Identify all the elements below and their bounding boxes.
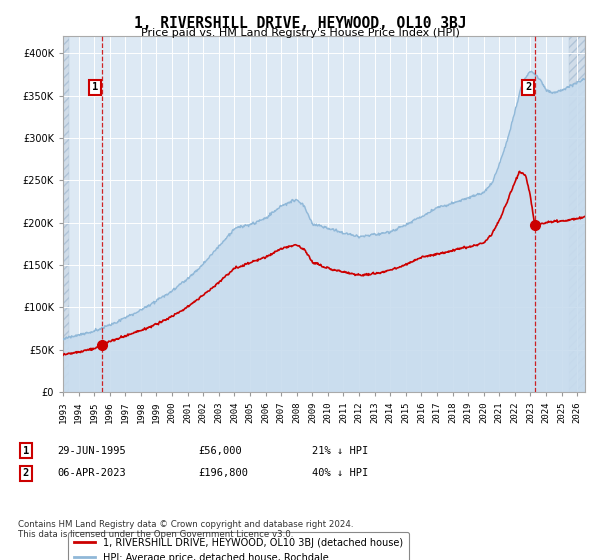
- Polygon shape: [569, 36, 585, 392]
- Text: Price paid vs. HM Land Registry's House Price Index (HPI): Price paid vs. HM Land Registry's House …: [140, 28, 460, 38]
- Text: 1: 1: [23, 446, 29, 456]
- Text: 2: 2: [23, 468, 29, 478]
- Text: 1: 1: [92, 82, 98, 92]
- Text: 21% ↓ HPI: 21% ↓ HPI: [312, 446, 368, 456]
- Text: 06-APR-2023: 06-APR-2023: [57, 468, 126, 478]
- Text: Contains HM Land Registry data © Crown copyright and database right 2024.
This d: Contains HM Land Registry data © Crown c…: [18, 520, 353, 539]
- Text: £56,000: £56,000: [198, 446, 242, 456]
- Polygon shape: [63, 36, 69, 392]
- Text: 40% ↓ HPI: 40% ↓ HPI: [312, 468, 368, 478]
- Text: £196,800: £196,800: [198, 468, 248, 478]
- Text: 1, RIVERSHILL DRIVE, HEYWOOD, OL10 3BJ: 1, RIVERSHILL DRIVE, HEYWOOD, OL10 3BJ: [134, 16, 466, 31]
- Legend: 1, RIVERSHILL DRIVE, HEYWOOD, OL10 3BJ (detached house), HPI: Average price, det: 1, RIVERSHILL DRIVE, HEYWOOD, OL10 3BJ (…: [68, 532, 409, 560]
- Text: 2: 2: [525, 82, 531, 92]
- Text: 29-JUN-1995: 29-JUN-1995: [57, 446, 126, 456]
